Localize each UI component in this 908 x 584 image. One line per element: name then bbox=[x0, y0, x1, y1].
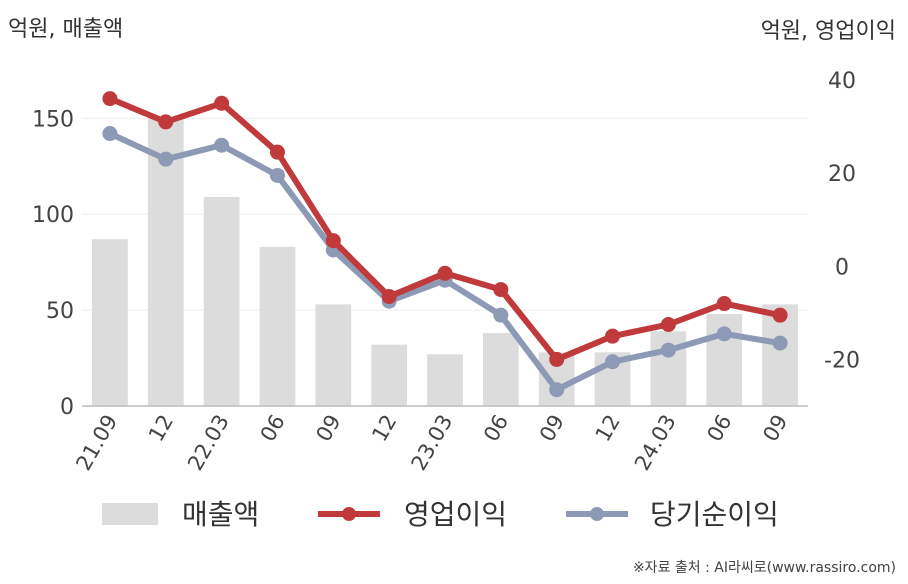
point-operating-profit bbox=[102, 91, 118, 107]
point-operating-profit bbox=[549, 351, 565, 367]
x-axis-tick-label: 09 bbox=[311, 411, 345, 446]
legend-swatch-net-income-marker bbox=[590, 507, 604, 521]
bars bbox=[92, 118, 798, 407]
source-credit: ※자료 출처 : AI라씨로(www.rassiro.com) bbox=[633, 560, 896, 576]
legend: 매출액 영업이익 당기순이익 bbox=[102, 498, 779, 531]
x-axis-tick-label: 06 bbox=[479, 411, 513, 446]
x-axis-tick-label: 09 bbox=[535, 411, 569, 446]
right-axis-unit-label: 억원, 영업이익 bbox=[761, 19, 896, 44]
x-axis-tick-label: 09 bbox=[758, 411, 792, 446]
bar-revenue bbox=[371, 344, 408, 406]
x-axis-tick-label: 24.03 bbox=[630, 411, 681, 475]
point-net-income bbox=[549, 382, 565, 398]
legend-swatch-operating-profit-marker bbox=[342, 507, 356, 521]
x-axis-tick-label: 12 bbox=[591, 411, 625, 446]
x-axis-tick-label: 23.03 bbox=[406, 411, 457, 475]
x-axis-tick-label: 06 bbox=[702, 411, 736, 446]
point-operating-profit bbox=[158, 114, 174, 130]
left-axis-unit-label: 억원, 매출액 bbox=[8, 17, 123, 42]
point-operating-profit bbox=[716, 296, 732, 312]
legend-label-operating-profit: 영업이익 bbox=[404, 498, 507, 531]
bar-revenue bbox=[427, 354, 463, 406]
legend-label-net-income: 당기순이익 bbox=[650, 498, 779, 531]
bar-revenue bbox=[92, 239, 128, 406]
legend-swatch-revenue bbox=[102, 503, 158, 525]
bar-revenue bbox=[203, 196, 240, 406]
right-axis-tick-label: 20 bbox=[828, 162, 856, 187]
bar-revenue bbox=[315, 304, 352, 406]
gridlines bbox=[82, 117, 808, 311]
point-operating-profit bbox=[214, 95, 230, 111]
legend-label-revenue: 매출액 bbox=[182, 498, 259, 531]
point-operating-profit bbox=[269, 144, 285, 160]
point-net-income bbox=[493, 307, 509, 323]
point-operating-profit bbox=[325, 233, 341, 249]
x-axis-ticks: 21.09 12 22.03 06 09 12 23.03 06 09 12 24.03 06 09 bbox=[71, 411, 792, 475]
point-operating-profit bbox=[493, 282, 509, 298]
x-axis-tick-label: 22.03 bbox=[183, 411, 234, 475]
point-net-income bbox=[772, 335, 788, 351]
point-operating-profit bbox=[660, 317, 676, 332]
point-net-income bbox=[214, 137, 230, 153]
left-axis-tick-label: 0 bbox=[60, 395, 74, 420]
point-net-income bbox=[605, 354, 621, 370]
bar-revenue bbox=[482, 333, 519, 406]
x-axis-tick-label: 21.09 bbox=[71, 411, 122, 475]
point-net-income bbox=[269, 167, 285, 183]
left-axis-tick-label: 100 bbox=[32, 203, 74, 228]
point-operating-profit bbox=[381, 289, 397, 305]
left-axis-tick-label: 50 bbox=[46, 299, 74, 324]
left-axis-ticks: 0 50 100 150 bbox=[32, 107, 74, 420]
point-net-income bbox=[102, 126, 118, 142]
point-net-income bbox=[716, 326, 732, 342]
point-net-income bbox=[158, 151, 174, 167]
bar-revenue bbox=[650, 331, 687, 406]
right-axis-ticks: -20 0 20 40 bbox=[824, 69, 860, 373]
lines bbox=[102, 91, 788, 398]
x-axis-tick-label: 12 bbox=[367, 411, 401, 446]
right-axis-tick-label: 40 bbox=[828, 69, 856, 94]
right-axis-tick-label: 0 bbox=[835, 255, 849, 280]
x-axis-tick-label: 12 bbox=[144, 411, 178, 446]
point-operating-profit bbox=[605, 328, 621, 344]
point-operating-profit bbox=[437, 265, 453, 281]
bar-revenue bbox=[259, 246, 296, 406]
left-axis-tick-label: 150 bbox=[32, 107, 74, 132]
point-operating-profit bbox=[772, 307, 788, 323]
right-axis-tick-label: -20 bbox=[824, 348, 860, 373]
x-axis-tick-label: 06 bbox=[256, 411, 290, 446]
point-net-income bbox=[660, 342, 676, 358]
